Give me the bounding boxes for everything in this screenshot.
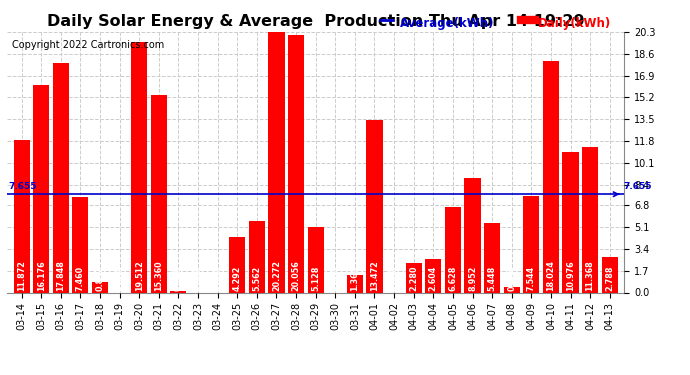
- Text: 2.788: 2.788: [605, 266, 614, 291]
- Bar: [582, 147, 598, 292]
- Bar: [445, 207, 461, 292]
- Text: 4.292: 4.292: [233, 266, 241, 291]
- Text: 10.976: 10.976: [566, 260, 575, 291]
- Text: 0.148: 0.148: [174, 266, 183, 291]
- Text: 20.272: 20.272: [272, 260, 281, 291]
- Bar: [406, 263, 422, 292]
- Text: 16.176: 16.176: [37, 260, 46, 291]
- Bar: [543, 61, 559, 292]
- Bar: [425, 259, 442, 292]
- Text: 5.562: 5.562: [253, 266, 262, 291]
- Bar: [229, 237, 245, 292]
- Bar: [14, 140, 30, 292]
- Bar: [602, 257, 618, 292]
- Bar: [268, 32, 284, 292]
- Text: Copyright 2022 Cartronics.com: Copyright 2022 Cartronics.com: [12, 40, 164, 50]
- Text: 20.056: 20.056: [292, 260, 301, 291]
- Text: 11.872: 11.872: [17, 260, 26, 291]
- Bar: [249, 221, 265, 292]
- Bar: [288, 35, 304, 292]
- Text: 7.655: 7.655: [624, 182, 652, 191]
- Text: 17.848: 17.848: [57, 260, 66, 291]
- Text: 2.604: 2.604: [428, 266, 437, 291]
- Text: 7.544: 7.544: [527, 266, 536, 291]
- Text: 8.952: 8.952: [468, 266, 477, 291]
- Text: 0.464: 0.464: [507, 266, 516, 291]
- Bar: [308, 226, 324, 292]
- Bar: [131, 42, 147, 292]
- Title: Daily Solar Energy & Average  Production Thu Apr 14 19:29: Daily Solar Energy & Average Production …: [47, 14, 584, 29]
- Text: 0.000: 0.000: [331, 266, 339, 291]
- Bar: [170, 291, 186, 292]
- Bar: [151, 95, 167, 292]
- Bar: [52, 63, 69, 292]
- Text: 18.024: 18.024: [546, 260, 555, 291]
- Text: 13.472: 13.472: [370, 260, 379, 291]
- Text: 0.000: 0.000: [213, 266, 222, 291]
- Bar: [33, 85, 49, 292]
- Bar: [504, 286, 520, 292]
- Text: 7.655: 7.655: [9, 182, 37, 191]
- Text: 19.512: 19.512: [135, 260, 144, 291]
- Bar: [484, 222, 500, 292]
- Text: 7.460: 7.460: [76, 266, 85, 291]
- Text: 2.280: 2.280: [409, 266, 418, 291]
- Bar: [562, 152, 579, 292]
- Bar: [72, 197, 88, 292]
- Text: 0.000: 0.000: [194, 266, 203, 291]
- Bar: [92, 282, 108, 292]
- Text: Daily(kWh): Daily(kWh): [538, 17, 611, 30]
- Text: 11.368: 11.368: [586, 260, 595, 291]
- Bar: [347, 275, 363, 292]
- Bar: [464, 178, 480, 292]
- Text: 0.832: 0.832: [95, 266, 104, 291]
- Text: 5.448: 5.448: [488, 266, 497, 291]
- Text: 0.000: 0.000: [115, 266, 124, 291]
- Bar: [523, 196, 540, 292]
- Bar: [366, 120, 382, 292]
- Text: 6.628: 6.628: [448, 266, 457, 291]
- Text: 15.360: 15.360: [155, 260, 164, 291]
- Text: 1.360: 1.360: [351, 266, 359, 291]
- Text: 5.128: 5.128: [311, 266, 320, 291]
- Text: 0.000: 0.000: [390, 266, 399, 291]
- Text: Average(kWh): Average(kWh): [400, 17, 495, 30]
